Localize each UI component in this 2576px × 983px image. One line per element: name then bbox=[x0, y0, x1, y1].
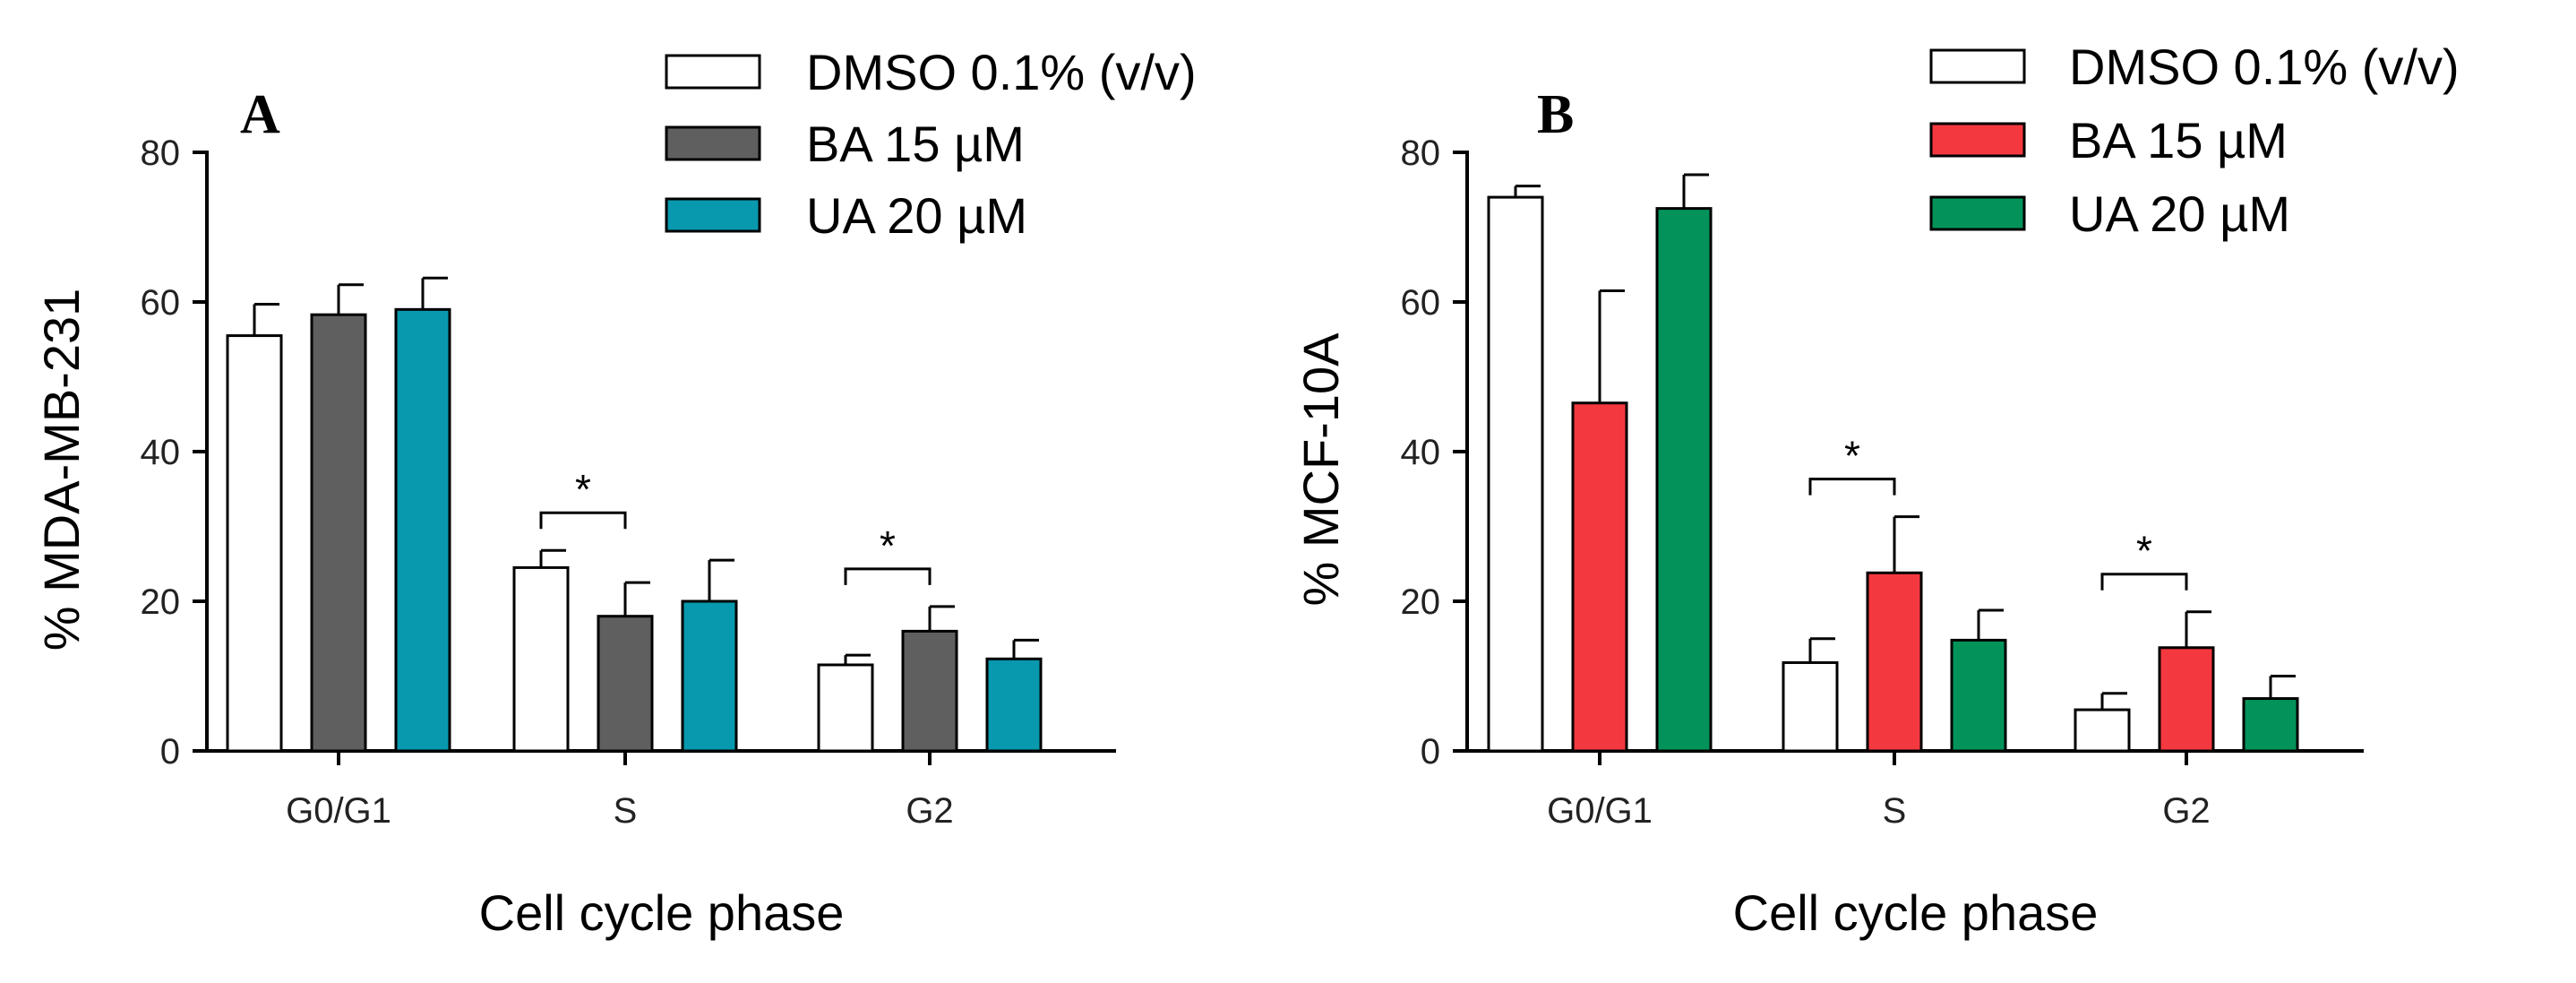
bar bbox=[1782, 660, 1839, 753]
legend-swatch bbox=[665, 54, 761, 90]
bar bbox=[1655, 207, 1713, 753]
y-tick-label: 80 bbox=[141, 134, 181, 173]
legend-label: BA 15 µM bbox=[806, 116, 1025, 172]
bar bbox=[2242, 697, 2299, 753]
legend-label: DMSO 0.1% (v/v) bbox=[806, 44, 1197, 100]
panel-a-chart: 0 20 40 60 80 G0/G1 S G2 * * Cell cycle phase % MDA… bbox=[33, 44, 1197, 941]
panel-label: B bbox=[1537, 84, 1574, 145]
y-tick-label: 0 bbox=[1421, 732, 1440, 772]
y-tick-label: 80 bbox=[1401, 134, 1441, 173]
bar bbox=[394, 307, 451, 753]
significance-bracket bbox=[2100, 573, 2188, 591]
significance-label: * bbox=[880, 522, 896, 569]
y-tick-label: 60 bbox=[141, 283, 181, 323]
bar bbox=[1487, 195, 1544, 753]
y-tick-label: 40 bbox=[1401, 433, 1441, 472]
bar bbox=[226, 334, 283, 753]
legend-swatch bbox=[665, 197, 761, 233]
y-tick-label: 0 bbox=[160, 732, 180, 772]
legend-swatch bbox=[1929, 122, 2026, 158]
bar bbox=[2074, 708, 2131, 753]
significance-bracket bbox=[1808, 478, 1896, 496]
bar bbox=[1950, 638, 2007, 753]
bar bbox=[2158, 646, 2215, 753]
legend-swatch bbox=[1929, 195, 2026, 231]
x-tick-label: G0/G1 bbox=[1547, 791, 1653, 831]
x-axis-title: Cell cycle phase bbox=[479, 884, 845, 941]
y-tick-label: 20 bbox=[141, 582, 181, 622]
bar bbox=[681, 599, 738, 753]
panel-label: A bbox=[240, 84, 280, 145]
panel-b-chart: 0 20 40 60 80 G0/G1 S G2 * * Cell cycle phase % MCF… bbox=[1292, 39, 2460, 941]
x-axis-title: Cell cycle phase bbox=[1733, 884, 2099, 941]
legend-label: UA 20 µM bbox=[806, 187, 1027, 244]
legend-label: BA 15 µM bbox=[2069, 112, 2288, 168]
x-tick-label: S bbox=[614, 791, 638, 831]
x-tick-label: S bbox=[1883, 791, 1907, 831]
y-tick-label: 40 bbox=[141, 433, 181, 472]
bar bbox=[310, 313, 367, 753]
y-tick-label: 60 bbox=[1401, 283, 1441, 323]
significance-bracket bbox=[844, 567, 932, 585]
legend-label: DMSO 0.1% (v/v) bbox=[2069, 39, 2460, 95]
bar bbox=[985, 657, 1043, 753]
significance-label: * bbox=[2136, 528, 2152, 574]
y-tick-label: 20 bbox=[1401, 582, 1441, 622]
significance-label: * bbox=[1844, 433, 1860, 479]
bar bbox=[512, 565, 570, 753]
legend-label: UA 20 µM bbox=[2069, 185, 2290, 242]
y-axis-title: % MDA-MB-231 bbox=[33, 289, 90, 651]
bar bbox=[1866, 571, 1923, 753]
legend-swatch bbox=[1929, 48, 2026, 84]
bar bbox=[597, 615, 654, 753]
y-axis-title: % MCF-10A bbox=[1292, 332, 1349, 607]
legend-swatch bbox=[665, 125, 761, 161]
bar bbox=[1571, 401, 1628, 753]
x-tick-label: G2 bbox=[2162, 791, 2210, 831]
significance-label: * bbox=[575, 466, 591, 513]
bar bbox=[817, 663, 874, 753]
significance-bracket bbox=[539, 511, 627, 530]
x-tick-label: G0/G1 bbox=[286, 791, 391, 831]
x-tick-label: G2 bbox=[906, 791, 953, 831]
bar bbox=[901, 629, 958, 753]
